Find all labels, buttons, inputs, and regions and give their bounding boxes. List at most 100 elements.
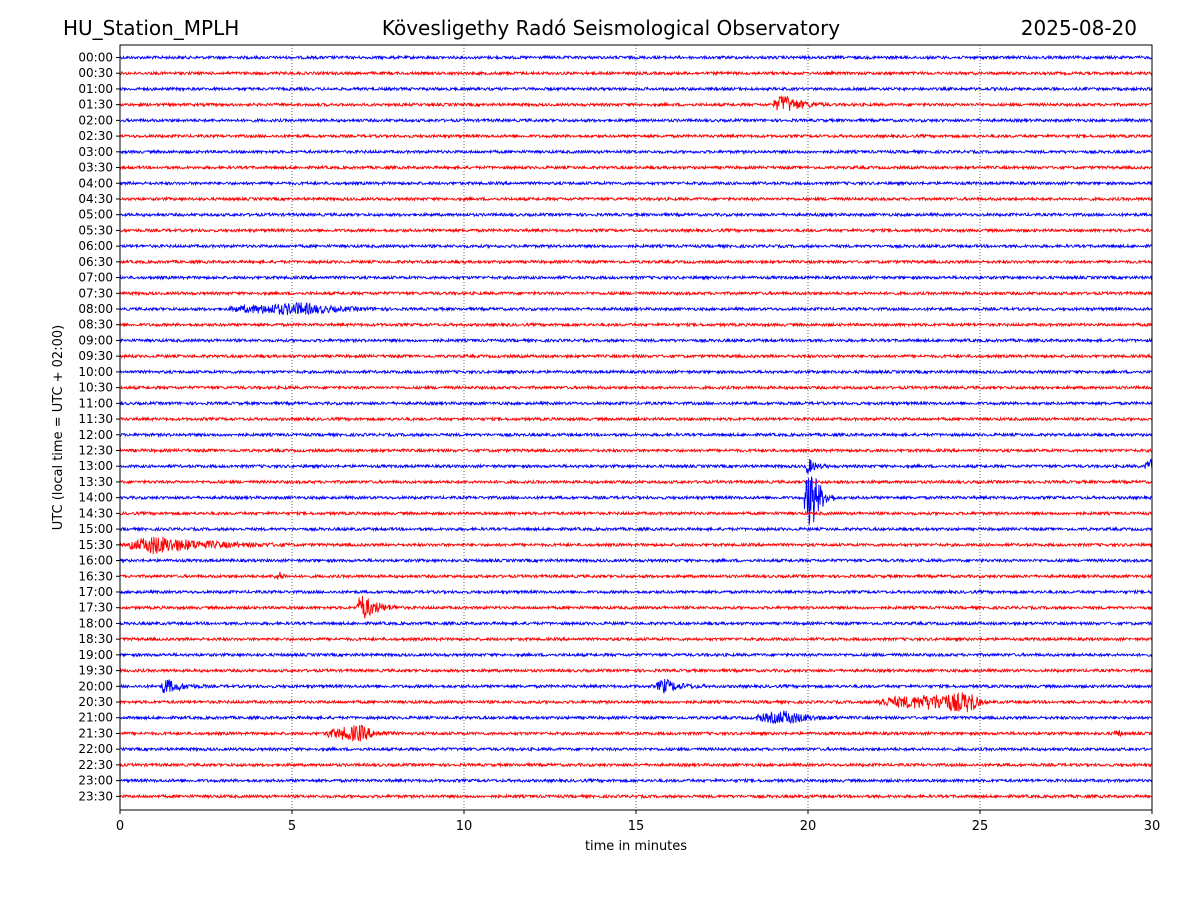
trace-10-00 [119, 368, 1153, 375]
trace-19-30 [119, 667, 1153, 674]
trace-23-30 [119, 793, 1153, 800]
y-tick-label: 13:30 [78, 475, 113, 489]
y-tick-label: 02:30 [78, 129, 113, 143]
x-tick-label: 10 [456, 819, 473, 834]
y-tick-label: 03:30 [78, 161, 113, 175]
y-tick-label: 19:30 [78, 664, 113, 678]
trace-20-00 [119, 678, 1153, 694]
y-tick-label: 08:00 [78, 302, 113, 316]
x-tick-label: 15 [628, 819, 645, 834]
trace-17-30 [119, 595, 1153, 619]
y-tick-label: 10:30 [78, 381, 113, 395]
trace-03-00 [119, 148, 1153, 155]
y-tick-label: 00:00 [78, 51, 113, 65]
trace-02-00 [119, 117, 1153, 124]
y-tick-label: 00:30 [78, 66, 113, 80]
y-tick-label: 22:00 [78, 742, 113, 756]
y-tick-label: 19:00 [78, 648, 113, 662]
trace-09-30 [119, 352, 1153, 360]
chart-date: 2025-08-20 [1020, 16, 1137, 40]
y-tick-label: 18:00 [78, 616, 113, 630]
y-tick-label: 06:00 [78, 239, 113, 253]
trace-18-00 [119, 620, 1153, 627]
trace-11-00 [119, 400, 1153, 407]
trace-06-30 [119, 258, 1153, 266]
trace-18-30 [119, 635, 1153, 643]
y-tick-label: 10:00 [78, 365, 113, 379]
trace-16-00 [119, 557, 1153, 564]
trace-08-00 [119, 301, 1153, 316]
trace-16-30 [119, 571, 1153, 580]
y-tick-label: 13:00 [78, 459, 113, 473]
y-tick-label: 05:00 [78, 208, 113, 222]
trace-09-00 [119, 337, 1153, 344]
trace-21-30 [119, 724, 1153, 742]
y-tick-label: 06:30 [78, 255, 113, 269]
y-tick-label: 04:00 [78, 176, 113, 190]
trace-14-00 [119, 475, 1153, 525]
trace-23-00 [119, 777, 1153, 784]
trace-15-00 [119, 525, 1153, 533]
y-tick-label: 20:00 [78, 679, 113, 693]
trace-21-00 [119, 710, 1153, 725]
y-tick-label: 17:30 [78, 601, 113, 615]
x-axis-label: time in minutes [585, 839, 687, 854]
trace-12-00 [119, 431, 1153, 438]
x-tick-label: 0 [116, 819, 124, 834]
y-tick-label: 01:00 [78, 82, 113, 96]
trace-01-00 [119, 85, 1153, 92]
trace-05-00 [119, 211, 1153, 218]
y-tick-label: 07:00 [78, 271, 113, 285]
x-tick-label: 20 [800, 819, 817, 834]
y-tick-label: 23:30 [78, 789, 113, 803]
y-tick-label: 09:30 [78, 349, 113, 363]
y-tick-label: 16:30 [78, 569, 113, 583]
y-tick-label: 03:00 [78, 145, 113, 159]
trace-11-30 [119, 415, 1153, 423]
y-tick-label: 01:30 [78, 98, 113, 112]
y-tick-label: 21:00 [78, 711, 113, 725]
x-tick-label: 5 [288, 819, 296, 834]
y-tick-label: 16:00 [78, 554, 113, 568]
trace-03-30 [119, 164, 1153, 171]
y-tick-label: 15:30 [78, 538, 113, 552]
trace-13-00 [119, 458, 1153, 474]
trace-07-00 [119, 274, 1153, 281]
trace-22-00 [119, 746, 1153, 753]
trace-08-30 [119, 321, 1153, 328]
y-tick-label: 12:30 [78, 444, 113, 458]
trace-06-00 [119, 242, 1153, 250]
trace-17-00 [119, 588, 1153, 596]
y-tick-label: 18:30 [78, 632, 113, 646]
y-tick-label: 04:30 [78, 192, 113, 206]
y-tick-label: 12:00 [78, 428, 113, 442]
y-tick-label: 20:30 [78, 695, 113, 709]
trace-04-30 [119, 195, 1153, 203]
y-tick-label: 08:30 [78, 318, 113, 332]
y-tick-label: 23:00 [78, 774, 113, 788]
trace-02-30 [119, 132, 1153, 140]
y-tick-label: 14:00 [78, 491, 113, 505]
seismic-traces [119, 54, 1153, 800]
y-tick-label: 09:00 [78, 333, 113, 347]
trace-15-30 [119, 536, 1153, 555]
trace-19-00 [119, 651, 1153, 658]
grid-lines [291, 45, 981, 810]
y-tick-label: 02:00 [78, 113, 113, 127]
y-tick-label: 07:30 [78, 286, 113, 300]
y-tick-label: 15:00 [78, 522, 113, 536]
y-tick-label: 11:30 [78, 412, 113, 426]
y-tick-label: 22:30 [78, 758, 113, 772]
x-tick-label: 30 [1144, 819, 1161, 834]
trace-04-00 [119, 180, 1153, 187]
y-tick-label: 05:30 [78, 223, 113, 237]
trace-00-00 [119, 54, 1153, 61]
trace-14-30 [119, 510, 1153, 517]
x-tick-label: 25 [972, 819, 989, 834]
trace-20-30 [119, 692, 1153, 713]
trace-12-30 [119, 447, 1153, 454]
trace-13-30 [119, 478, 1153, 485]
x-axis-ticks: 0 5 10 15 20 25 30 [116, 810, 1160, 834]
